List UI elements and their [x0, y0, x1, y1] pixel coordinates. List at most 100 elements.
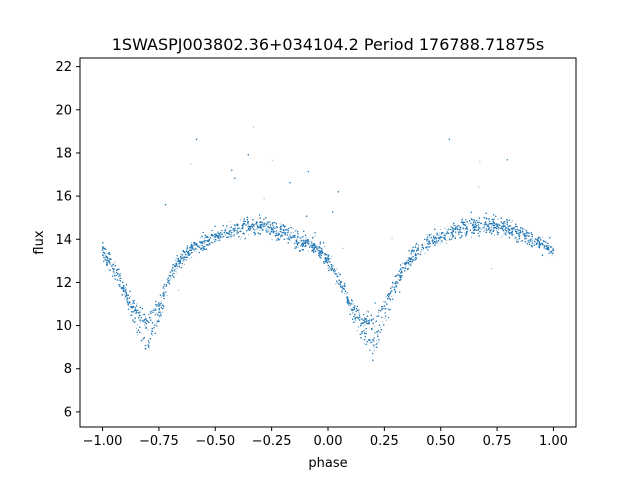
- scatter-point: [385, 295, 387, 297]
- scatter-point: [513, 234, 515, 236]
- scatter-point: [163, 288, 165, 290]
- scatter-point: [416, 248, 418, 250]
- scatter-point: [176, 267, 178, 270]
- scatter-point: [119, 284, 121, 286]
- scatter-point: [238, 230, 240, 232]
- scatter-point: [348, 305, 350, 307]
- scatter-point: [299, 245, 302, 247]
- scatter-point: [525, 237, 528, 239]
- scatter-point: [410, 263, 413, 265]
- scatter-point: [405, 260, 407, 262]
- scatter-point: [348, 304, 350, 306]
- scatter-point: [384, 318, 386, 320]
- scatter-point: [138, 311, 141, 313]
- scatter-point: [531, 240, 533, 242]
- scatter-point: [452, 224, 454, 226]
- scatter-point: [425, 245, 428, 247]
- scatter-point: [253, 226, 255, 228]
- scatter-point: [461, 217, 463, 219]
- scatter-point: [414, 244, 416, 246]
- scatter-point: [537, 240, 539, 243]
- scatter-point: [339, 284, 341, 286]
- scatter-point: [225, 227, 227, 229]
- scatter-point: [217, 230, 219, 233]
- scatter-point: [183, 263, 186, 265]
- scatter-point: [316, 246, 319, 248]
- scatter-point: [136, 334, 139, 336]
- scatter-point: [332, 265, 334, 267]
- scatter-point: [487, 225, 490, 227]
- scatter-point: [295, 229, 297, 231]
- scatter-point: [429, 237, 431, 239]
- scatter-point: [150, 330, 152, 332]
- scatter-point: [503, 222, 505, 224]
- scatter-point: [439, 228, 442, 230]
- scatter-point: [424, 252, 426, 255]
- scatter-point: [453, 228, 455, 230]
- scatter-point: [458, 225, 461, 227]
- scatter-point: [417, 246, 420, 248]
- scatter-point: [276, 229, 278, 232]
- scatter-point: [153, 307, 155, 309]
- scatter-point: [490, 267, 493, 270]
- scatter-point: [429, 236, 431, 238]
- scatter-point: [411, 256, 413, 258]
- scatter-point: [391, 237, 393, 239]
- scatter-point: [291, 232, 293, 234]
- scatter-point: [260, 222, 262, 224]
- scatter-point: [310, 245, 312, 248]
- scatter-point: [429, 245, 432, 247]
- scatter-point: [376, 333, 379, 336]
- scatter-point: [422, 249, 424, 251]
- scatter-point: [175, 258, 177, 260]
- scatter-point: [310, 240, 312, 242]
- scatter-point: [158, 301, 160, 304]
- scatter-point: [511, 220, 514, 222]
- scatter-point: [441, 236, 443, 238]
- scatter-point: [217, 240, 219, 242]
- scatter-point: [268, 231, 270, 233]
- scatter-point: [430, 233, 432, 235]
- scatter-point: [354, 319, 357, 321]
- scatter-point: [349, 305, 351, 307]
- scatter-point: [445, 242, 447, 244]
- scatter-point: [213, 238, 215, 240]
- scatter-point: [268, 221, 270, 223]
- scatter-point: [305, 236, 307, 239]
- scatter-point: [309, 244, 311, 247]
- scatter-point: [190, 163, 192, 165]
- scatter-point: [387, 308, 389, 310]
- scatter-point: [551, 247, 553, 249]
- scatter-point: [106, 252, 108, 254]
- scatter-point: [266, 228, 268, 230]
- scatter-point: [420, 250, 422, 252]
- scatter-point: [358, 311, 360, 313]
- scatter-point: [279, 237, 281, 239]
- scatter-point: [155, 312, 157, 314]
- scatter-point: [365, 331, 367, 333]
- scatter-point: [229, 220, 231, 223]
- scatter-point: [394, 285, 396, 287]
- scatter-point: [352, 302, 354, 304]
- scatter-point: [189, 258, 191, 260]
- scatter-point: [257, 227, 259, 230]
- scatter-point: [138, 312, 141, 314]
- scatter-point: [533, 240, 535, 242]
- scatter-point: [364, 324, 366, 326]
- scatter-point: [475, 222, 477, 224]
- scatter-point: [401, 262, 404, 264]
- scatter-point: [131, 299, 134, 301]
- scatter-point: [399, 267, 402, 269]
- scatter-point: [490, 226, 492, 228]
- scatter-point: [121, 280, 123, 283]
- scatter-point: [141, 332, 143, 334]
- scatter-point: [412, 251, 415, 253]
- scatter-point: [491, 224, 493, 226]
- scatter-point: [241, 232, 243, 235]
- scatter-point: [266, 221, 268, 223]
- scatter-point: [342, 289, 344, 291]
- scatter-point: [152, 334, 154, 336]
- scatter-point: [342, 247, 344, 250]
- scatter-point: [167, 274, 170, 276]
- scatter-point: [204, 243, 206, 245]
